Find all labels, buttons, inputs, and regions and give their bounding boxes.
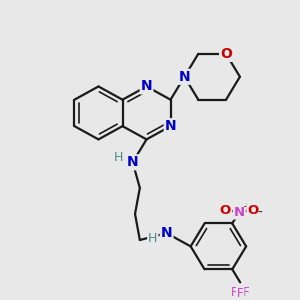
Text: -: - — [258, 206, 262, 220]
Text: F: F — [237, 287, 244, 300]
Text: N: N — [178, 70, 190, 84]
Text: O: O — [220, 47, 232, 61]
Text: N: N — [161, 226, 172, 240]
Text: +: + — [242, 202, 250, 212]
Text: N: N — [165, 119, 176, 133]
Text: O: O — [248, 204, 259, 217]
Text: N: N — [127, 155, 139, 169]
Text: F: F — [231, 286, 238, 299]
Text: O: O — [220, 204, 231, 217]
Text: N: N — [234, 206, 245, 218]
Text: N: N — [141, 80, 152, 94]
Text: H: H — [148, 232, 158, 245]
Text: H: H — [114, 151, 124, 164]
Text: F: F — [243, 286, 250, 299]
